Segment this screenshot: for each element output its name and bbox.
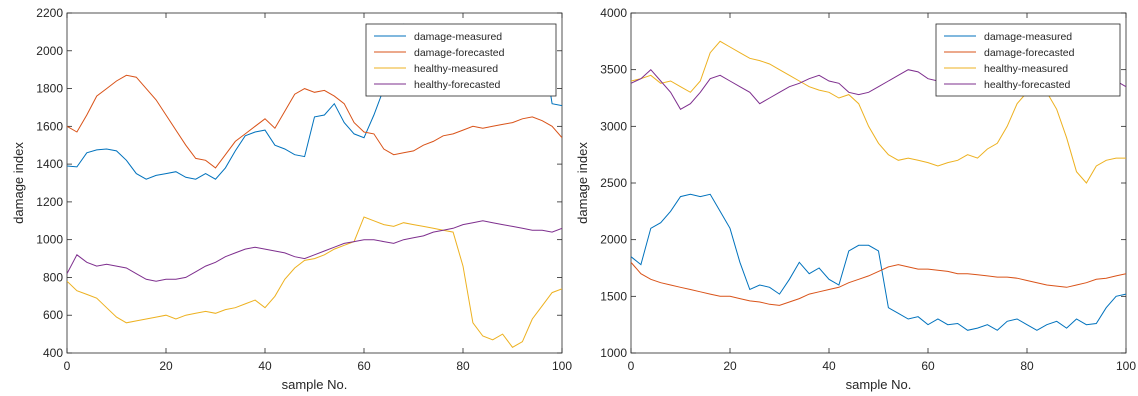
y-tick-label: 1400 — [36, 157, 63, 171]
legend-label: healthy-forecasted — [414, 79, 501, 91]
x-tick-label: 40 — [258, 359, 272, 373]
chart-left: 0 20 40 60 80 100 400 600 800 1000 1200 1400 1600 180… — [11, 6, 572, 392]
y-tick-label: 3000 — [600, 119, 627, 133]
x-axis-label: sample No. — [846, 377, 912, 392]
y-tick-label: 2200 — [36, 6, 63, 20]
x-tick-label: 40 — [822, 359, 836, 373]
y-tick-label: 1000 — [600, 346, 627, 360]
x-tick-label: 20 — [723, 359, 737, 373]
series-line-healthy-measured — [67, 216, 562, 348]
y-tick-label: 1000 — [36, 233, 63, 247]
legend-label: damage-forecasted — [414, 47, 505, 59]
x-tick-label: 0 — [64, 359, 71, 373]
x-axis-label: sample No. — [282, 377, 348, 392]
y-tick-label: 4000 — [600, 6, 627, 20]
legend: damage-measured damage-forecasted healthy-… — [365, 23, 557, 97]
legend-label: healthy-measured — [984, 63, 1068, 75]
series-line-damage-measured — [631, 193, 1126, 331]
series-line-damage-forecasted — [67, 74, 562, 169]
y-tick-label: 3500 — [600, 63, 627, 77]
x-tick-label: 60 — [357, 359, 371, 373]
x-tick-label: 100 — [552, 359, 572, 373]
legend-label: healthy-measured — [414, 63, 498, 75]
y-tick-label: 2000 — [36, 44, 63, 58]
x-tick-label: 60 — [921, 359, 935, 373]
series-line-damage-forecasted — [631, 261, 1126, 306]
y-tick-label: 1500 — [600, 289, 627, 303]
x-tick-label: 20 — [159, 359, 173, 373]
y-tick-label: 2500 — [600, 176, 627, 190]
legend-label: damage-measured — [984, 31, 1072, 43]
y-axis-label: damage index — [11, 142, 26, 224]
legend-label: healthy-forecasted — [984, 79, 1071, 91]
x-tick-label: 80 — [456, 359, 470, 373]
x-tick-label: 100 — [1116, 359, 1136, 373]
y-tick-label: 600 — [43, 308, 63, 322]
chart-right: 0 20 40 60 80 100 1000 1500 2000 2500 3000 3500 4000… — [575, 6, 1136, 392]
legend: damage-measured damage-forecasted healthy-… — [935, 23, 1121, 97]
x-tick-label: 80 — [1020, 359, 1034, 373]
legend-label: damage-forecasted — [984, 47, 1075, 59]
y-tick-label: 800 — [43, 270, 63, 284]
series-line-healthy-forecasted — [67, 220, 562, 282]
y-tick-label: 2000 — [600, 233, 627, 247]
x-tick-label: 0 — [628, 359, 635, 373]
y-tick-label: 1800 — [36, 82, 63, 96]
legend-label: damage-measured — [414, 31, 502, 43]
y-tick-label: 400 — [43, 346, 63, 360]
y-axis-label: damage index — [575, 142, 590, 224]
y-tick-label: 1200 — [36, 195, 63, 209]
y-tick-label: 1600 — [36, 119, 63, 133]
